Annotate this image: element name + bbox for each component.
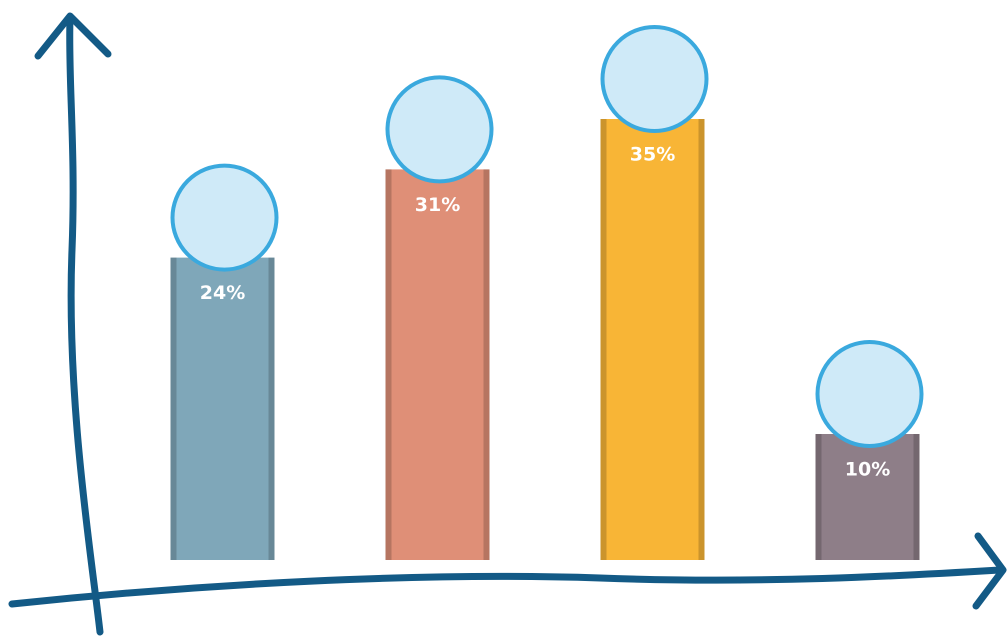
bar-edge [483,169,490,560]
value-label: 35% [630,144,675,166]
animal-badge [385,75,494,184]
bars: 24% 31% 35% 10% [170,25,924,560]
bar-edge [698,119,705,560]
bar [170,257,275,560]
value-label: 24% [200,282,245,304]
x-axis-arrow [972,532,1007,610]
bar [600,119,705,560]
animal-badge [815,340,924,448]
bar [385,169,490,560]
x-axis [8,566,1004,608]
bar-edge [600,119,607,560]
bar-edge [913,434,920,560]
bar-edge [268,257,275,560]
animal-badge [170,163,279,272]
y-axis-arrow [34,12,112,60]
value-label: 10% [845,459,890,481]
animal-badge [600,25,709,133]
bar-edge [170,257,177,560]
bar-edge [385,169,392,560]
y-axis [66,14,104,636]
bar-edge [815,434,822,560]
value-label: 31% [415,194,460,216]
bar [815,434,920,560]
